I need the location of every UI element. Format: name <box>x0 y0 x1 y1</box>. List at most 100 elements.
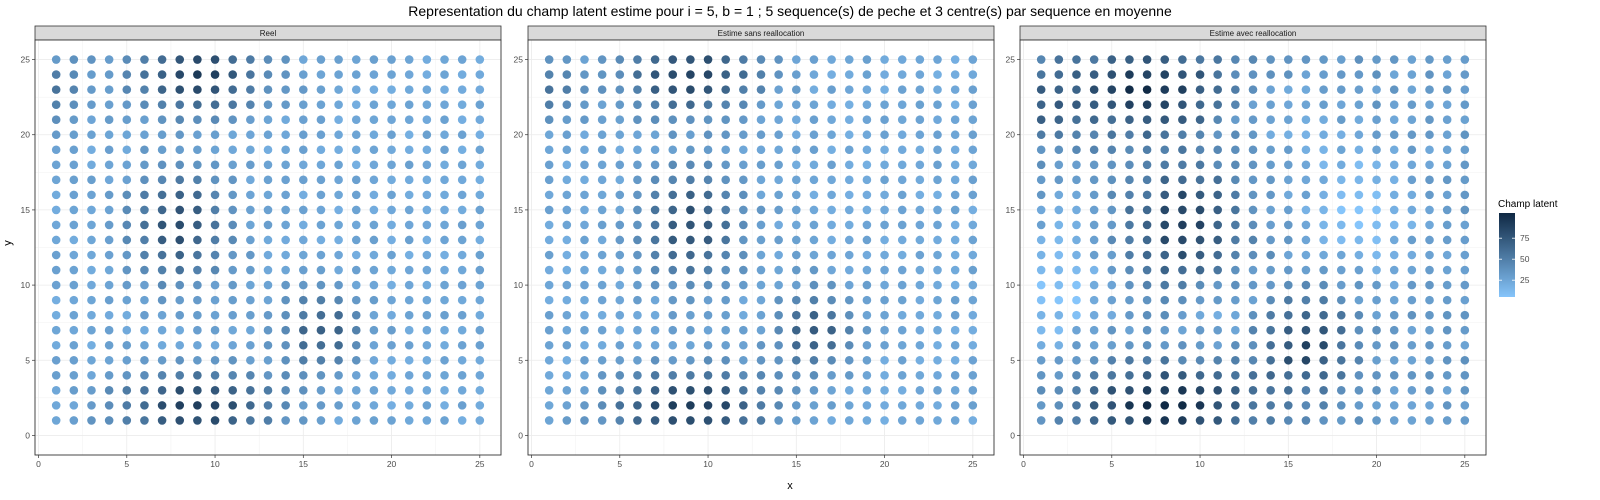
data-point <box>686 100 695 109</box>
data-point <box>122 386 132 395</box>
data-point <box>774 220 783 230</box>
data-point <box>210 220 220 230</box>
data-point <box>809 55 819 64</box>
data-point <box>1178 355 1187 365</box>
data-point <box>387 340 396 350</box>
data-point <box>1354 235 1364 245</box>
panel-border <box>1019 39 1487 456</box>
data-point <box>968 145 978 155</box>
data-point <box>1125 250 1134 260</box>
data-point <box>1389 160 1399 170</box>
data-point <box>1425 355 1434 365</box>
x-tick-label: 5 <box>617 459 622 469</box>
data-point <box>1354 100 1364 109</box>
data-point <box>51 85 61 94</box>
data-point <box>739 401 748 410</box>
data-point <box>739 115 748 124</box>
data-point <box>792 205 801 215</box>
data-point <box>246 160 255 170</box>
data-point <box>369 355 379 365</box>
data-point <box>580 70 589 79</box>
data-point <box>440 416 449 425</box>
data-point <box>157 250 167 260</box>
data-point <box>193 55 202 64</box>
data-point <box>1301 160 1311 170</box>
data-point <box>668 85 678 94</box>
data-point <box>968 250 978 260</box>
data-point <box>1248 70 1258 79</box>
data-point <box>756 310 766 320</box>
data-point <box>933 265 942 275</box>
data-point <box>1107 160 1117 170</box>
data-point <box>1460 250 1470 260</box>
data-point <box>122 85 132 94</box>
data-point <box>1195 265 1205 275</box>
data-point <box>246 416 255 425</box>
legend-tick-label: 50 <box>1520 254 1530 264</box>
data-point <box>1354 55 1364 64</box>
data-point <box>369 205 379 215</box>
data-point <box>1301 220 1311 230</box>
data-point <box>1442 55 1452 64</box>
data-point <box>1442 416 1452 425</box>
data-point <box>862 325 872 335</box>
data-point <box>562 295 572 305</box>
data-point <box>1319 160 1328 170</box>
data-point <box>1372 280 1381 290</box>
data-point <box>1160 85 1170 94</box>
data-point <box>1072 130 1081 140</box>
data-point <box>1336 115 1346 124</box>
data-point <box>1195 55 1205 64</box>
data-point <box>1407 205 1417 215</box>
data-point <box>721 190 730 200</box>
data-point <box>862 115 872 124</box>
data-point <box>633 220 642 230</box>
data-point <box>1407 220 1417 230</box>
data-point <box>615 250 625 260</box>
data-point <box>880 325 889 335</box>
data-point <box>1425 265 1434 275</box>
data-point <box>387 160 396 170</box>
data-point <box>246 295 255 305</box>
data-point <box>1178 371 1187 380</box>
data-point <box>1089 295 1099 305</box>
data-point <box>1125 175 1134 185</box>
data-point <box>1142 325 1152 335</box>
data-point <box>281 340 290 350</box>
data-point <box>827 85 836 94</box>
y-tick-label: 25 <box>514 55 524 65</box>
data-point <box>1354 265 1364 275</box>
data-point <box>246 220 255 230</box>
data-point <box>1301 340 1311 350</box>
data-point <box>1107 175 1117 185</box>
data-point <box>1125 355 1134 365</box>
data-point <box>897 235 907 245</box>
data-point <box>703 235 713 245</box>
data-point <box>721 371 730 380</box>
y-tick-label: 10 <box>1006 280 1016 290</box>
data-point <box>140 55 149 64</box>
data-point <box>334 115 343 124</box>
data-point <box>281 416 290 425</box>
data-point <box>668 310 678 320</box>
data-point <box>263 355 273 365</box>
data-point <box>246 145 255 155</box>
data-point <box>1425 220 1434 230</box>
data-point <box>915 190 925 200</box>
data-point <box>1072 340 1081 350</box>
data-point <box>69 310 79 320</box>
panel-border <box>527 39 995 456</box>
data-point <box>1266 340 1275 350</box>
data-point <box>968 85 978 94</box>
data-point <box>792 220 801 230</box>
data-point <box>703 250 713 260</box>
data-point <box>1442 85 1452 94</box>
data-point <box>739 205 748 215</box>
data-point <box>1054 70 1064 79</box>
data-point <box>968 295 978 305</box>
data-point <box>281 130 290 140</box>
data-point <box>122 130 132 140</box>
data-point <box>1266 205 1275 215</box>
data-point <box>69 265 79 275</box>
data-point <box>369 250 379 260</box>
